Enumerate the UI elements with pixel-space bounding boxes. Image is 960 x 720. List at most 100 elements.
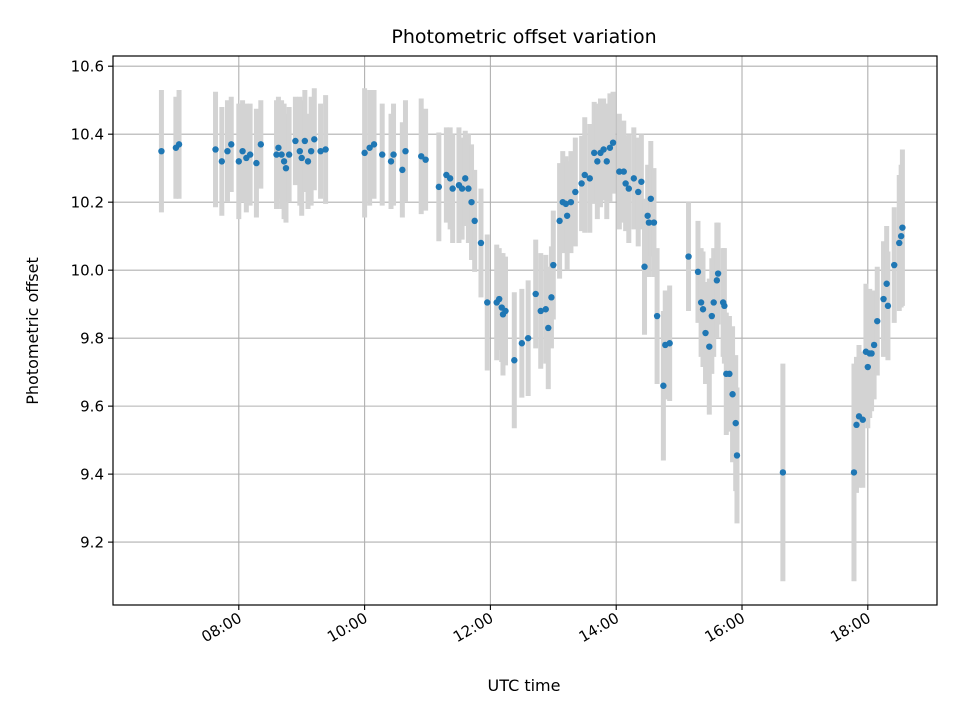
data-point: [545, 324, 552, 332]
data-point: [650, 219, 658, 226]
y-tick-label: 10.4: [71, 126, 104, 144]
data-point: [630, 175, 638, 182]
data-point: [278, 151, 285, 158]
data-point: [853, 421, 860, 429]
data-point: [897, 232, 905, 240]
data-point: [496, 295, 503, 303]
data-point: [275, 144, 282, 151]
data-point: [246, 151, 254, 158]
data-point: [542, 306, 549, 313]
data-point: [484, 299, 491, 306]
data-point: [660, 382, 667, 389]
data-point: [239, 147, 246, 155]
data-point: [298, 154, 305, 162]
y-axis-label: Photometric offset: [23, 257, 42, 405]
data-point: [644, 212, 651, 219]
data-point: [361, 149, 368, 157]
x-axis-label: UTC time: [488, 676, 561, 695]
data-point: [218, 158, 226, 165]
data-point: [647, 195, 655, 202]
data-point: [779, 469, 787, 476]
data-point: [285, 151, 293, 158]
data-point: [600, 146, 607, 153]
data-point: [458, 185, 466, 192]
data-point: [896, 239, 903, 247]
data-point: [710, 299, 717, 306]
data-point: [366, 144, 373, 151]
data-point: [296, 147, 304, 155]
data-point: [625, 185, 632, 192]
data-point: [390, 151, 397, 158]
data-point: [884, 302, 892, 310]
data-point: [578, 180, 585, 187]
data-point: [729, 391, 736, 398]
data-point: [708, 312, 716, 320]
data-point: [666, 340, 673, 347]
plot-frame: [112, 55, 938, 606]
data-point: [418, 153, 425, 160]
data-point: [532, 290, 539, 298]
data-point: [212, 146, 219, 153]
data-point: [471, 217, 478, 225]
data-point: [609, 139, 617, 146]
data-point: [253, 159, 260, 167]
data-point: [685, 253, 692, 260]
data-point: [399, 166, 406, 174]
data-point: [563, 212, 571, 219]
data-point: [870, 341, 878, 349]
data-point: [645, 219, 653, 226]
data-point: [280, 158, 288, 165]
data-point: [859, 416, 866, 423]
data-point: [449, 185, 456, 192]
data-point: [422, 156, 429, 163]
data-point: [502, 307, 509, 315]
data-point: [477, 239, 485, 247]
y-tick-label: 9.2: [80, 534, 104, 552]
y-tick-label: 10.6: [71, 58, 104, 76]
data-point: [537, 307, 544, 315]
data-point: [702, 329, 709, 337]
data-point: [586, 175, 593, 182]
data-point: [603, 158, 610, 165]
data-point: [581, 171, 588, 179]
data-point: [594, 158, 601, 165]
data-point: [635, 188, 642, 196]
data-point: [468, 198, 475, 206]
data-point: [235, 158, 243, 165]
data-point: [891, 261, 898, 269]
data-point: [446, 175, 454, 182]
y-tick-label: 10.0: [71, 262, 104, 280]
data-point: [850, 469, 858, 476]
data-point: [616, 168, 623, 175]
data-point: [620, 168, 627, 175]
data-point: [158, 147, 165, 155]
y-axis-ticks: 9.2 9.4 9.6 9.8 10.0 10.2 10.4 10.6: [71, 58, 113, 552]
data-point: [518, 340, 526, 347]
data-point: [435, 183, 443, 191]
data-point: [622, 180, 629, 187]
data-point: [694, 268, 702, 276]
data-point: [311, 136, 318, 143]
data-point: [638, 178, 645, 185]
data-points: [158, 136, 906, 476]
data-point: [379, 151, 386, 158]
data-point: [699, 306, 707, 313]
data-point: [606, 144, 614, 151]
data-point: [273, 151, 280, 158]
data-point: [402, 147, 409, 155]
data-point: [864, 363, 872, 371]
data-point: [567, 198, 575, 206]
data-point: [562, 200, 570, 208]
data-point: [317, 147, 324, 155]
data-point: [556, 217, 563, 225]
data-point: [641, 263, 648, 270]
data-point: [307, 147, 315, 155]
data-point: [572, 188, 579, 196]
data-point: [322, 146, 329, 153]
data-point: [548, 294, 555, 301]
data-point: [868, 350, 875, 357]
data-point: [462, 175, 469, 182]
data-point: [301, 137, 309, 145]
data-point: [175, 141, 183, 148]
